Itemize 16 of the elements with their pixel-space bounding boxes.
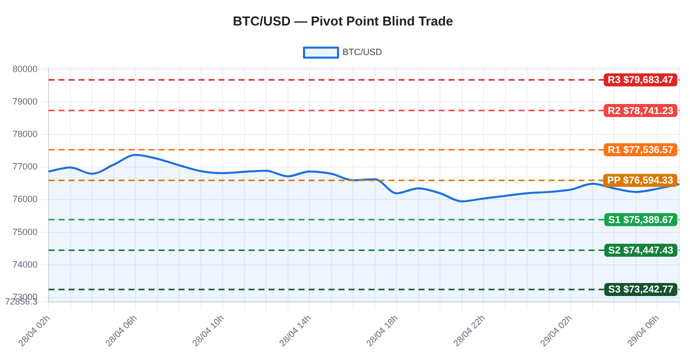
y-tick-label: 79000 [12,96,38,107]
y-tick-label: 77000 [12,162,38,172]
ref-line-label: R1 $77,536.57 [608,144,674,156]
y-tick-label: 75000 [12,226,38,237]
ref-line-label: R3 $79,683.47 [608,75,674,86]
y-tick-label: 80000 [12,64,38,74]
legend-label: BTC/USD [342,47,382,58]
y-tick-label: 78000 [12,129,38,140]
ref-line-label: PP $76,594.33 [607,176,674,187]
ref-line-label: S1 $75,389.67 [608,214,674,226]
chart-title: BTC/USD — Pivot Point Blind Trade [232,13,454,28]
y-tick-label: 76000 [12,194,38,204]
y-tick-label: 74000 [12,259,38,270]
ref-line-label: R2 $78,741.23 [608,106,674,117]
ref-line-label: S2 $74,447.43 [608,246,674,257]
ref-line-label: S3 $73,242.77 [608,284,674,296]
